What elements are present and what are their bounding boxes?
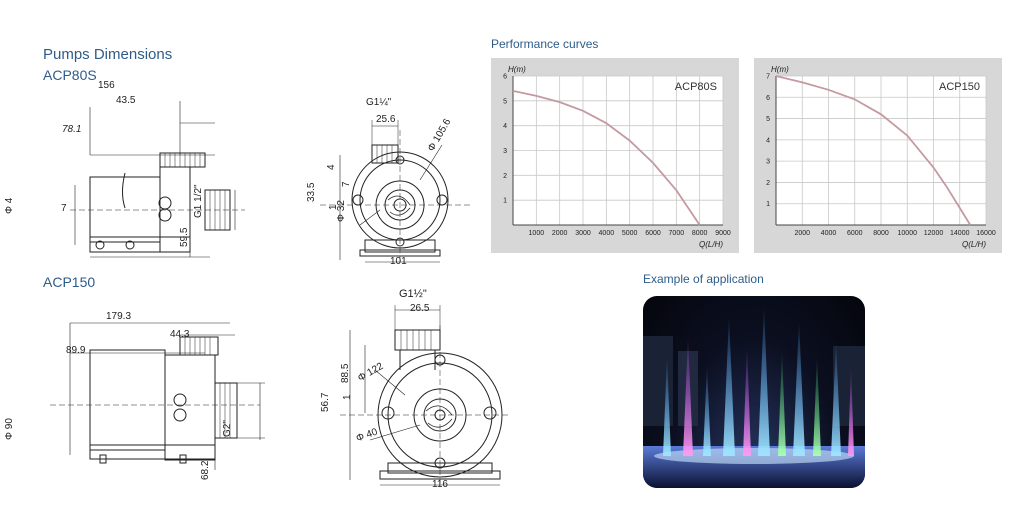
x-tick-label: 1000 [529, 230, 545, 237]
x-tick-label: 4000 [599, 230, 615, 237]
y-tick-label: 6 [766, 95, 770, 102]
dim-88-5: 88.5 [340, 363, 351, 383]
dim-43-5: 43.5 [116, 95, 136, 106]
y-axis-label: H(m) [508, 65, 526, 74]
dim-thread-g: G1¼" [366, 97, 392, 108]
y-tick-label: 5 [503, 98, 507, 105]
dim-116: 116 [432, 479, 448, 490]
y-tick-label: 3 [503, 148, 507, 155]
chart-acp150: 2000 4000 6000 8000 10000 12000 14000 16000 1 2 3 4… [754, 58, 1002, 253]
dim-179-3: 179.3 [106, 311, 132, 322]
dim-25-6: 25.6 [376, 114, 396, 125]
acp80s-side-drawing [70, 101, 245, 258]
model-label-acp150: ACP150 [43, 274, 96, 290]
dim-59-5: 59.5 [179, 227, 190, 247]
x-tick-label: 6000 [645, 230, 661, 237]
dim-thread-g2: G2" [222, 420, 233, 437]
x-tick-label: 2000 [794, 230, 810, 237]
x-tick-label: 8000 [873, 230, 889, 237]
dim-101: 101 [390, 256, 407, 267]
y-tick-label: 1 [503, 198, 507, 205]
x-axis-label: Q(L/H) [699, 240, 723, 249]
x-tick-label: 8000 [692, 230, 708, 237]
x-tick-label: 14000 [950, 230, 970, 237]
dim-68-2: 68.2 [200, 460, 211, 480]
fountain-photo [643, 296, 865, 488]
section-title: Pumps Dimensions [43, 46, 173, 63]
acp150-front-drawing [340, 305, 510, 486]
x-tick-label: 7000 [669, 230, 685, 237]
y-tick-label: 2 [766, 180, 770, 187]
dim-33-5: 33.5 [306, 182, 317, 202]
dim-phi-90: Φ 90 [4, 418, 15, 440]
dim-phi-4: Φ 4 [4, 197, 15, 214]
x-tick-label: 10000 [898, 230, 918, 237]
x-tick-label: 6000 [847, 230, 863, 237]
model-label-acp80s: ACP80S [43, 67, 97, 83]
dim-thread-g: G1 1/2" [193, 184, 204, 218]
x-tick-label: 3000 [575, 230, 591, 237]
chart-acp80s: 1000 2000 3000 4000 5000 6000 7000 8000 9000 1 2 3 4… [491, 58, 739, 253]
y-tick-label: 1 [766, 201, 770, 208]
model-sub-label: 156 [98, 80, 115, 91]
y-tick-label: 2 [503, 173, 507, 180]
y-tick-label: 7 [766, 74, 770, 81]
dim-89-9: 89.9 [66, 345, 86, 356]
dim-56-7: 56.7 [320, 392, 331, 412]
fountain-illustration [643, 306, 865, 488]
y-tick-label: 3 [766, 159, 770, 166]
x-tick-label: 2000 [552, 230, 568, 237]
x-tick-label: 4000 [821, 230, 837, 237]
dim-26-5: 26.5 [410, 303, 430, 314]
x-tick-label: 12000 [924, 230, 944, 237]
y-tick-label: 4 [503, 123, 507, 130]
dim-7: 7 [341, 181, 352, 187]
chart-title: ACP150 [939, 81, 980, 93]
dim-1: 1 [342, 394, 353, 400]
performance-curve [512, 90, 701, 226]
y-tick-label: 4 [766, 137, 770, 144]
x-axis-label: Q(L/H) [962, 240, 986, 249]
dim-78-1: 78.1 [62, 124, 82, 135]
y-tick-label: 6 [503, 74, 507, 81]
x-tick-label: 5000 [622, 230, 638, 237]
dim-44-3: 44.3 [170, 329, 190, 340]
application-title: Example of application [643, 272, 764, 286]
dim-1: 1 [328, 204, 339, 210]
chart-title: ACP80S [675, 81, 717, 93]
acp150-side-drawing [50, 322, 265, 470]
dim-thread-g: G1½" [399, 288, 427, 300]
dim-7: 7 [61, 203, 67, 214]
y-axis-label: H(m) [771, 65, 789, 74]
dim-4: 4 [326, 164, 337, 170]
y-tick-label: 5 [766, 116, 770, 123]
x-tick-label: 16000 [976, 230, 996, 237]
x-tick-label: 9000 [715, 230, 731, 237]
performance-title: Performance curves [491, 37, 599, 51]
performance-curve [775, 75, 972, 226]
acp80s-front-drawing [320, 120, 470, 265]
